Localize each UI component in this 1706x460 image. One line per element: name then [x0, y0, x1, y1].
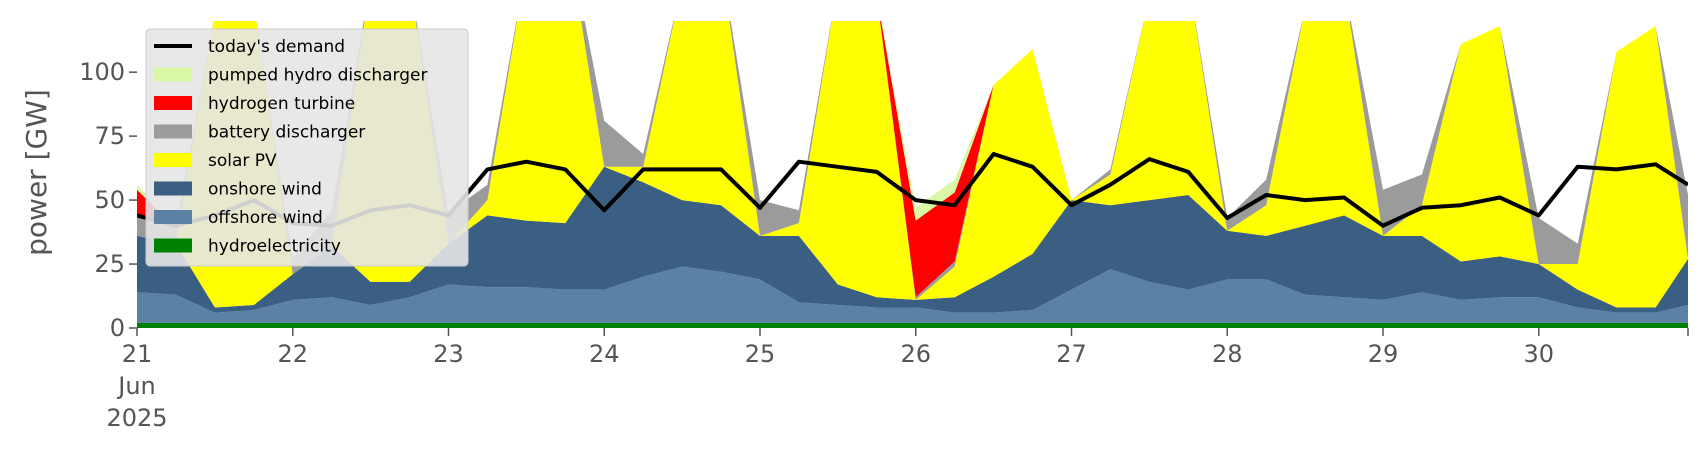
x-tick-label: 25 — [745, 340, 776, 368]
legend-label-solar-pv: solar PV — [208, 151, 277, 171]
y-tick-label: 50 — [94, 186, 125, 214]
legend-box — [145, 28, 469, 267]
legend-swatch-battery-discharger — [154, 124, 192, 139]
legend-label-today-s-demand: today's demand — [208, 37, 345, 57]
legend-label-hydrogen-turbine: hydrogen turbine — [208, 94, 355, 114]
x-tick-label: 23 — [433, 340, 464, 368]
x-tick-label: 21 Jun 2025 — [106, 340, 167, 432]
x-tick-label: 22 — [277, 340, 308, 368]
x-tick-label: 28 — [1212, 340, 1243, 368]
legend-label-hydroelectricity: hydroelectricity — [208, 237, 341, 257]
stacked-area-layers — [137, 21, 1688, 328]
area-solar-pv — [137, 21, 1688, 308]
area-hydrogen-turbine — [137, 21, 1688, 298]
legend-swatch-pumped-hydro-discharger — [154, 67, 192, 82]
y-tick-label: 0 — [110, 314, 125, 342]
y-tick-label: 25 — [94, 250, 125, 278]
legend: today's demand pumped hydro discharger hyd… — [145, 28, 469, 267]
x-tick-label: 26 — [900, 340, 931, 368]
axes: 0 25 50 75 100 21 Jun 2025 22 23 24 25 26 27 28 29 30 pow… — [20, 58, 1689, 432]
legend-swatch-onshore-wind — [154, 181, 192, 196]
area-offshore-wind — [137, 266, 1688, 323]
x-tick-label: 29 — [1368, 340, 1399, 368]
legend-swatch-offshore-wind — [154, 210, 192, 224]
y-tick-label: 100 — [79, 58, 125, 86]
y-axis-label: power [GW] — [20, 89, 53, 256]
area-hydroelectricity — [137, 322, 1688, 328]
legend-swatch-hydrogen-turbine — [154, 96, 192, 110]
legend-swatch-solar-pv — [154, 153, 192, 167]
legend-label-offshore-wind: offshore wind — [208, 208, 323, 228]
legend-label-onshore-wind: onshore wind — [208, 180, 322, 200]
x-tick-label: 30 — [1523, 340, 1554, 368]
x-tick-label: 27 — [1056, 340, 1087, 368]
legend-swatch-hydroelectricity — [154, 238, 192, 253]
y-tick-label: 75 — [94, 122, 125, 150]
x-tick-label: 24 — [589, 340, 620, 368]
area-onshore-wind — [137, 166, 1688, 313]
legend-label-battery-discharger: battery discharger — [208, 123, 365, 143]
legend-label-pumped-hydro-discharger: pumped hydro discharger — [208, 66, 427, 86]
